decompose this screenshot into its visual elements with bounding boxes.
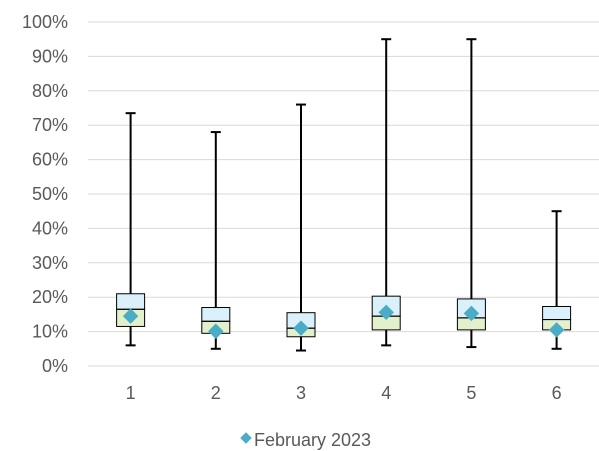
data-point-diamond (463, 305, 480, 322)
x-tick-label: 4 (381, 383, 391, 403)
y-tick-label: 20% (32, 287, 68, 307)
legend-label: February 2023 (254, 430, 371, 450)
data-point-diamond (548, 322, 565, 338)
legend: February 2023 (240, 430, 371, 450)
gridlines (88, 21, 599, 367)
box-2 (201, 131, 231, 350)
y-tick-label: 10% (32, 322, 68, 342)
y-tick-label: 90% (32, 46, 68, 66)
data-point-diamond (208, 323, 224, 339)
y-tick-label: 40% (32, 218, 68, 238)
february-2023-series (122, 304, 565, 339)
y-axis: 0% 10% 20% 30% 40% 50% 60% 70% 80% 90% 100% (22, 12, 68, 376)
upper-box-segment (116, 293, 146, 310)
y-tick-label: 100% (22, 12, 68, 32)
box-3 (286, 103, 316, 352)
x-axis: 1 2 3 4 5 6 (126, 383, 562, 403)
x-tick-label: 1 (126, 383, 136, 403)
box-5 (456, 38, 486, 349)
legend-diamond-icon (240, 432, 252, 444)
y-tick-label: 0% (42, 356, 68, 376)
y-tick-label: 70% (32, 115, 68, 135)
upper-box-segment (201, 307, 231, 322)
y-tick-label: 60% (32, 150, 68, 170)
box-series (116, 38, 572, 352)
y-tick-label: 30% (32, 253, 68, 273)
data-point-diamond (122, 308, 139, 324)
box-4 (371, 38, 401, 347)
data-point-diamond (293, 320, 309, 336)
x-tick-label: 6 (552, 383, 562, 403)
upper-box-segment (542, 305, 572, 321)
x-tick-label: 3 (296, 383, 306, 403)
x-tick-label: 5 (466, 383, 476, 403)
data-point-diamond (378, 304, 394, 321)
y-tick-label: 50% (32, 184, 68, 204)
x-tick-label: 2 (211, 383, 221, 403)
y-tick-label: 80% (32, 81, 68, 101)
